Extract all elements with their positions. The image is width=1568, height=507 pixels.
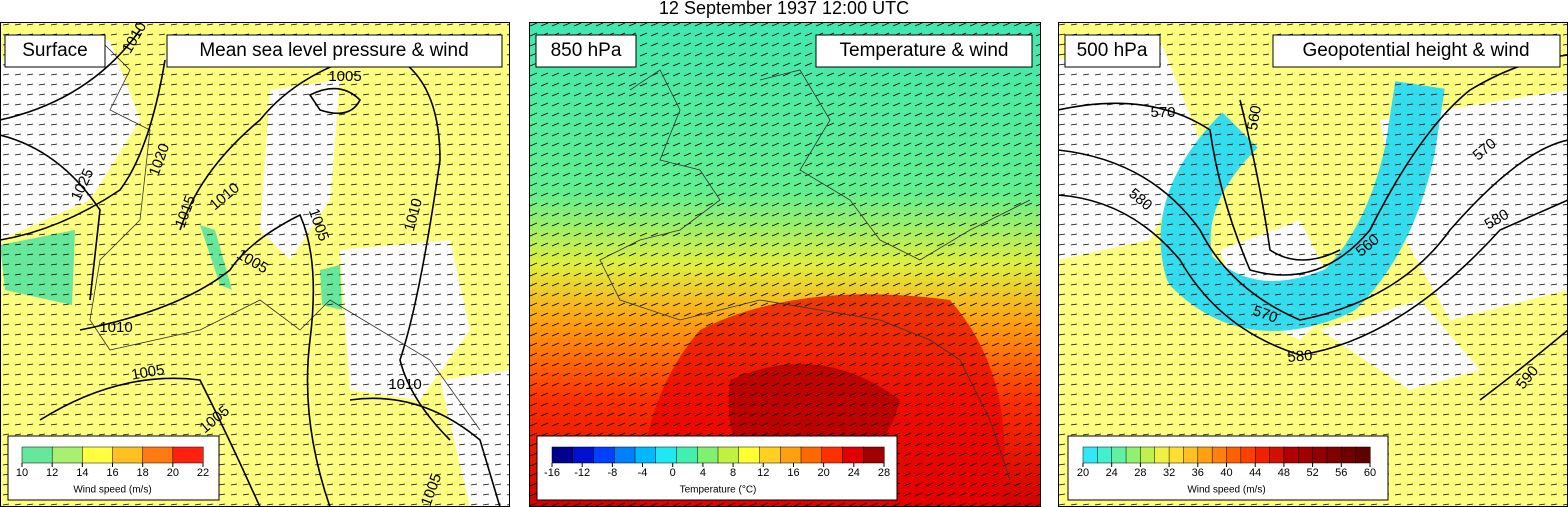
colorbar-tick-label: 24 bbox=[848, 467, 860, 479]
colorbar-cell bbox=[1226, 446, 1242, 464]
colorbar-frame bbox=[7, 435, 220, 501]
panel-field: Mean sea level pressure & wind bbox=[199, 40, 468, 61]
colorbar-tick-label: 60 bbox=[1364, 467, 1376, 479]
colorbar-cell bbox=[112, 446, 144, 464]
colorbar-tick-label: 10 bbox=[16, 467, 28, 479]
map-surface: Surface Mean sea level pressure & wind bbox=[0, 22, 510, 507]
colorbar-tick-label: 40 bbox=[1220, 467, 1232, 479]
figure-title: 12 September 1937 12:00 UTC bbox=[659, 0, 909, 18]
colorbar-cell bbox=[1183, 446, 1199, 464]
colorbar-cell bbox=[821, 446, 844, 464]
colorbar-cell bbox=[634, 446, 657, 464]
colorbar-tick-label: 0 bbox=[670, 467, 676, 479]
colorbar-tick-label: 20 bbox=[818, 467, 830, 479]
colorbar-tick-label: 20 bbox=[1077, 467, 1089, 479]
colorbar-tick-label: -12 bbox=[574, 467, 590, 479]
colorbar-cell bbox=[676, 446, 698, 464]
colorbar-cell bbox=[1197, 446, 1213, 464]
contour-label: 1005 bbox=[328, 68, 361, 85]
colorbar-tick-label: 28 bbox=[1134, 467, 1146, 479]
colorbar: -16 -12 -8 -4 0 4 8 12 16 20 24 28 Temperature (°C) bbox=[536, 435, 898, 501]
colorbar-label: Temperature (°C) bbox=[680, 485, 757, 496]
colorbar-tick-label: 22 bbox=[197, 467, 209, 479]
colorbar-cell bbox=[1240, 446, 1256, 464]
colorbar-cell bbox=[738, 446, 761, 464]
colorbar-cell bbox=[142, 446, 174, 464]
colorbar-tick-label: 8 bbox=[730, 467, 736, 479]
colorbar-frame bbox=[536, 435, 898, 501]
colorbar-tick-label: 44 bbox=[1249, 467, 1261, 479]
contour-label: 580 bbox=[1287, 347, 1313, 366]
colorbar: 10 12 14 16 18 20 22 Wind speed (m/s) bbox=[7, 435, 220, 501]
colorbar-tick-label: 12 bbox=[46, 467, 58, 479]
panel-level: 500 hPa bbox=[1077, 40, 1148, 61]
map-850hpa: 850 hPa Temperature & wind bbox=[529, 22, 1041, 507]
colorbar-cell bbox=[1269, 446, 1285, 464]
panel-field: Temperature & wind bbox=[840, 40, 1009, 61]
colorbar-frame bbox=[1067, 435, 1389, 501]
colorbar-cell bbox=[1111, 446, 1127, 464]
colorbar-cell bbox=[1140, 446, 1156, 464]
colorbar-tick-label: 20 bbox=[167, 467, 179, 479]
colorbar-cell bbox=[614, 446, 636, 464]
colorbar-cell bbox=[593, 446, 615, 464]
colorbar-cell bbox=[1154, 446, 1170, 464]
colorbar-cell bbox=[572, 446, 595, 464]
colorbar-cell bbox=[1254, 446, 1271, 464]
contour-label: 570 bbox=[1150, 104, 1175, 121]
colorbar-cell bbox=[82, 446, 114, 464]
colorbar-tick-label: 18 bbox=[137, 467, 149, 479]
colorbar-tick-label: 14 bbox=[76, 467, 88, 479]
colorbar-tick-label: 48 bbox=[1278, 467, 1290, 479]
panel-level: 850 hPa bbox=[551, 40, 622, 61]
colorbar-tick-label: 12 bbox=[757, 467, 769, 479]
colorbar-cell bbox=[1355, 446, 1371, 464]
colorbar-tick-label: 52 bbox=[1306, 467, 1318, 479]
colorbar-tick-label: -4 bbox=[638, 467, 648, 479]
colorbar-cell bbox=[51, 446, 83, 464]
colorbar-cell bbox=[551, 446, 574, 464]
colorbar-tick-label: 16 bbox=[106, 467, 118, 479]
contour-label: 560 bbox=[1244, 104, 1265, 132]
colorbar: 20 24 28 32 36 40 44 48 52 56 60 Wind speed (m/s) bbox=[1067, 435, 1389, 501]
colorbar-cell bbox=[780, 446, 802, 464]
colorbar-tick-label: 24 bbox=[1106, 467, 1118, 479]
colorbar-cell bbox=[1168, 446, 1184, 464]
colorbar-cell bbox=[759, 446, 781, 464]
colorbar-tick-label: 28 bbox=[878, 467, 890, 479]
colorbar-cell bbox=[172, 446, 204, 464]
colorbar-tick-label: -8 bbox=[607, 467, 617, 479]
colorbar-tick-label: 4 bbox=[700, 467, 706, 479]
colorbar-label: Wind speed (m/s) bbox=[73, 485, 151, 496]
map-500hpa: 500 hPa Geopotential height & wind bbox=[1058, 22, 1568, 507]
colorbar-tick-label: -16 bbox=[544, 467, 560, 479]
colorbar-cell bbox=[717, 446, 740, 464]
colorbar-cell bbox=[1312, 446, 1328, 464]
colorbar-tick-label: 36 bbox=[1192, 467, 1204, 479]
panel-field: Geopotential height & wind bbox=[1302, 40, 1529, 61]
colorbar-cell bbox=[863, 446, 885, 464]
colorbar-tick-label: 56 bbox=[1335, 467, 1347, 479]
colorbar-cell bbox=[21, 446, 53, 464]
panel-level: Surface bbox=[22, 40, 87, 61]
colorbar-cell bbox=[1283, 446, 1299, 464]
contour-label: 1005 bbox=[130, 361, 166, 384]
colorbar-cell bbox=[800, 446, 823, 464]
colorbar-cell bbox=[1082, 446, 1098, 464]
colorbar-tick-label: 32 bbox=[1163, 467, 1175, 479]
colorbar-tick-label: 16 bbox=[787, 467, 799, 479]
colorbar-cell bbox=[1341, 446, 1357, 464]
colorbar-label: Wind speed (m/s) bbox=[1187, 485, 1265, 496]
colorbar-cell bbox=[842, 446, 864, 464]
colorbar-cell bbox=[655, 446, 678, 464]
colorbar-cell bbox=[1097, 446, 1113, 464]
colorbar-cell bbox=[1298, 446, 1314, 464]
colorbar-cell bbox=[1326, 446, 1342, 464]
colorbar-cell bbox=[1211, 446, 1228, 464]
colorbar-cell bbox=[1125, 446, 1141, 464]
colorbar-cell bbox=[697, 446, 719, 464]
contour-label: 1010 bbox=[388, 376, 421, 393]
contour-label: 1010 bbox=[99, 319, 132, 336]
